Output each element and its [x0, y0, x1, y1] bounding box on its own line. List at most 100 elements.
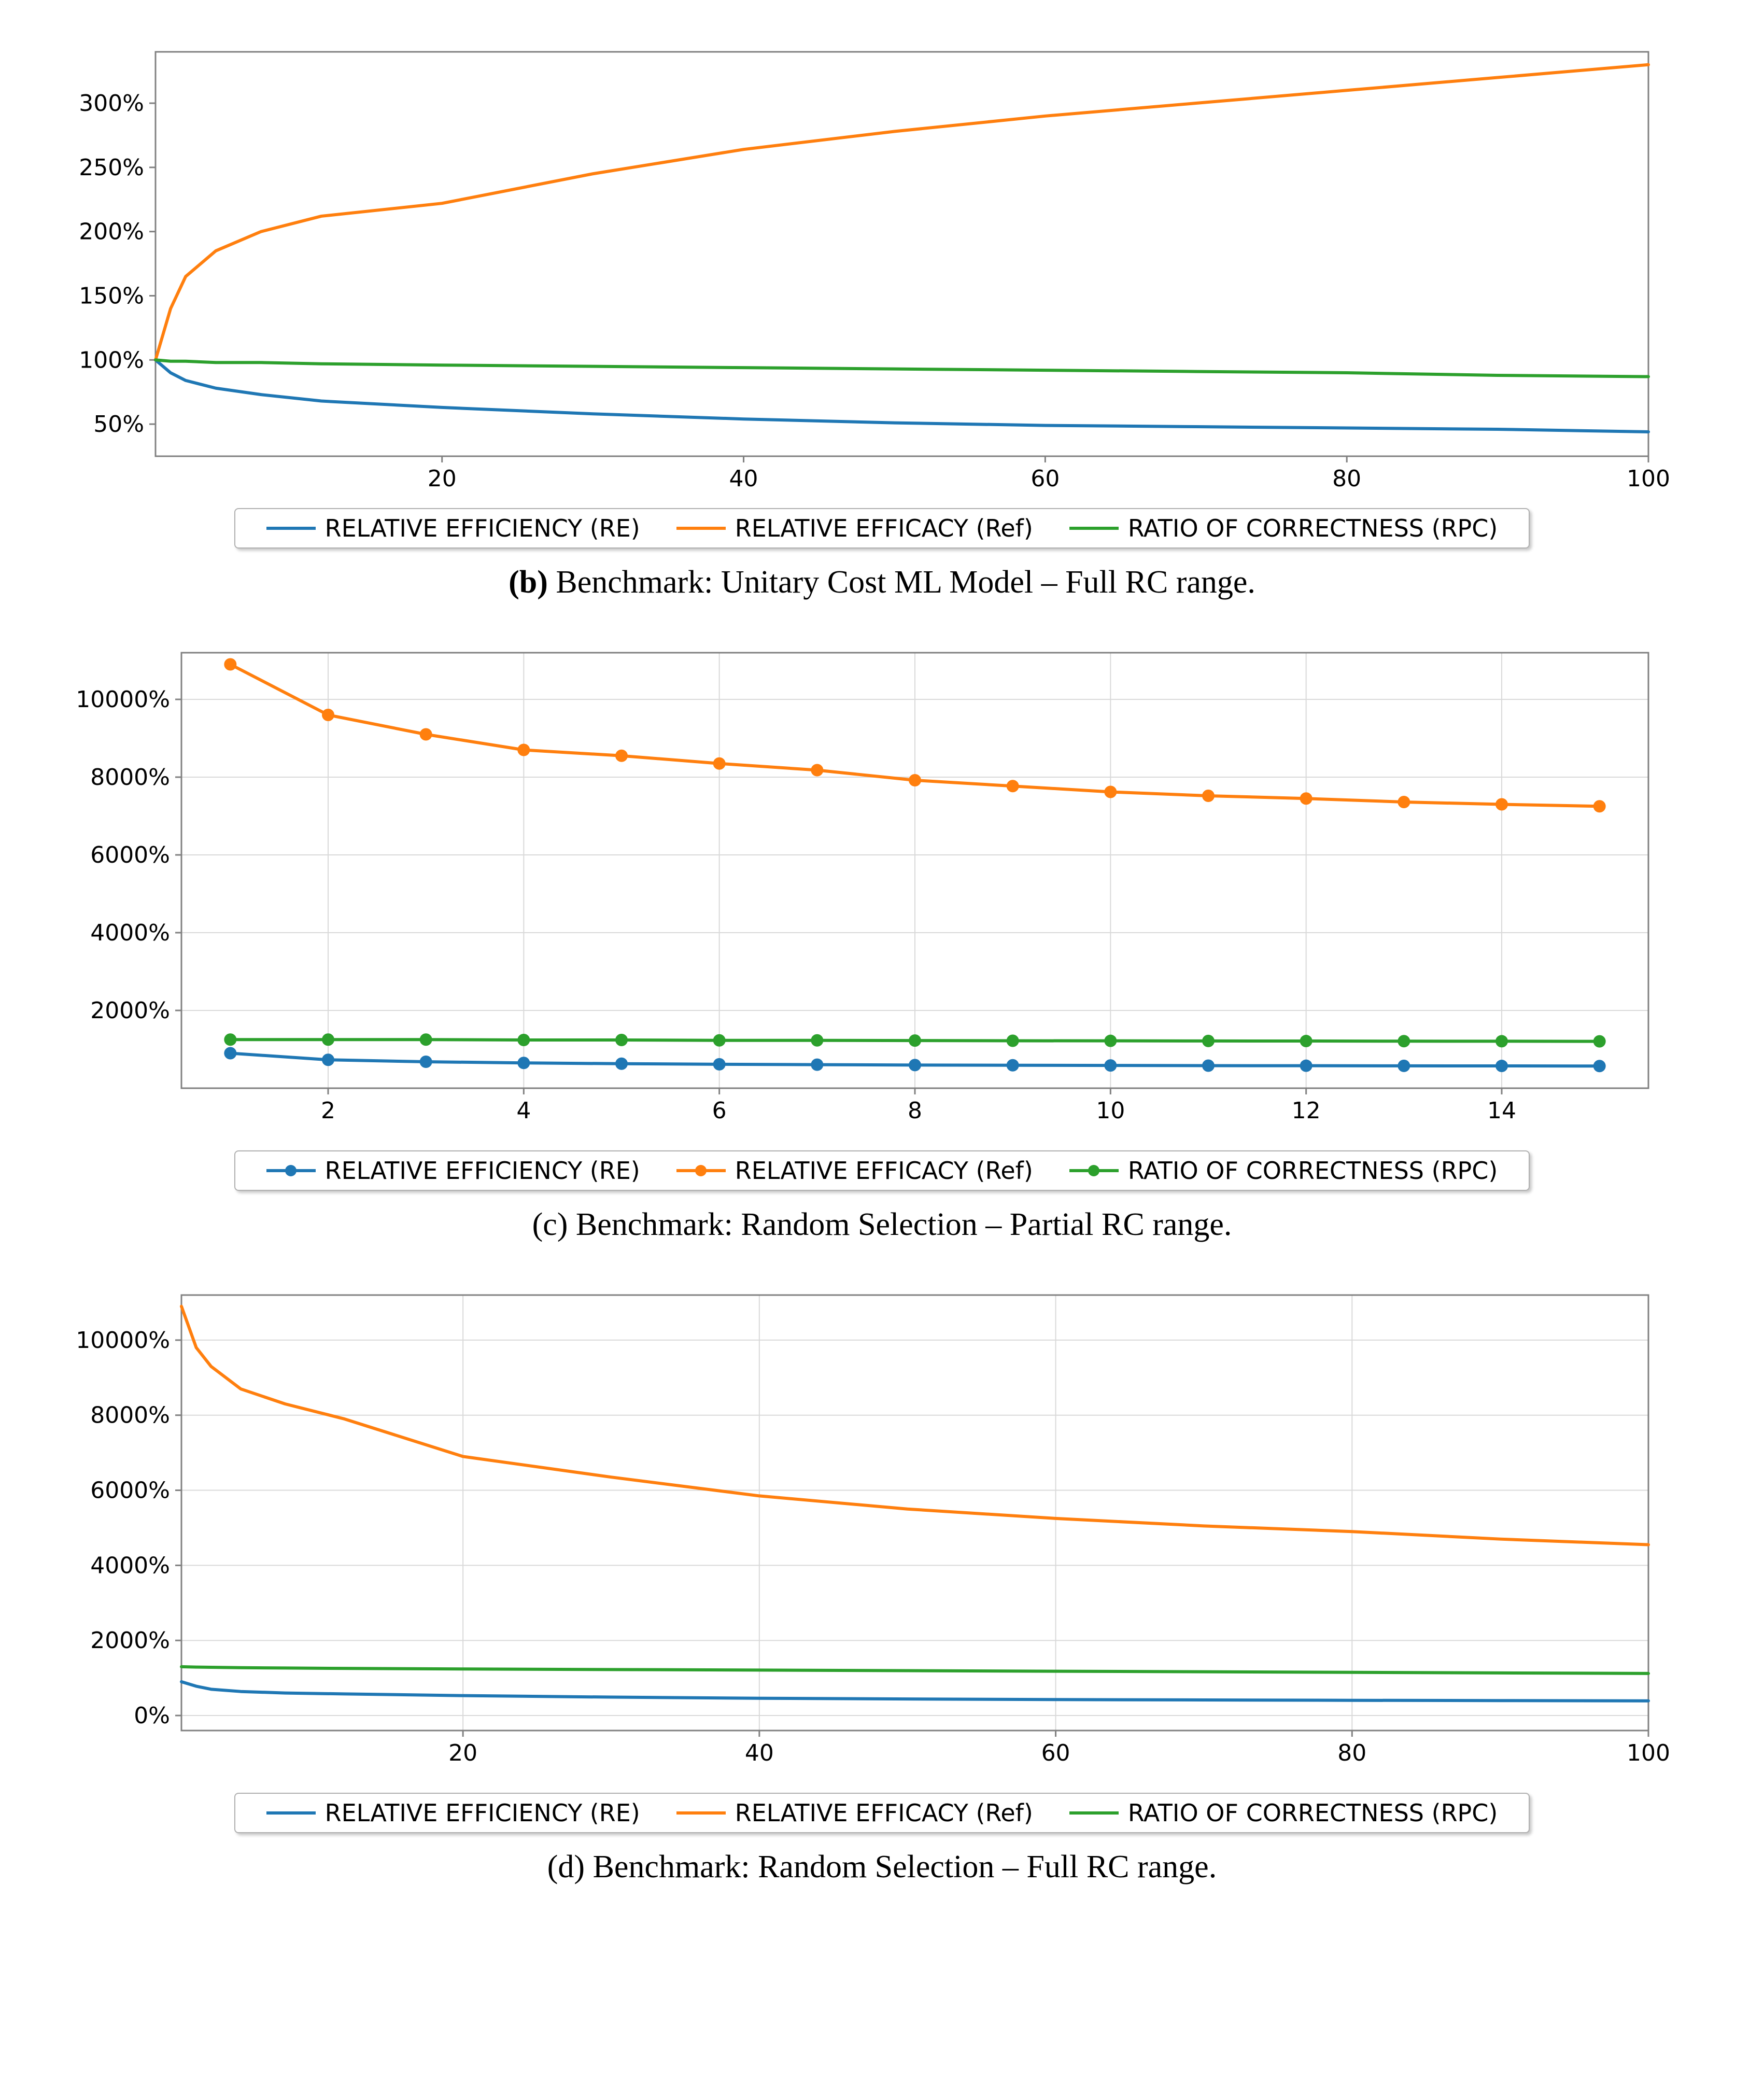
legend-box: RELATIVE EFFICIENCY (RE)RELATIVE EFFICAC… — [234, 1793, 1530, 1833]
svg-text:10000%: 10000% — [76, 686, 170, 713]
svg-text:2: 2 — [321, 1098, 335, 1124]
legend-swatch-rpc — [1069, 1805, 1119, 1821]
page: 2040608010050%100%150%200%250%300% RELAT… — [0, 0, 1764, 1979]
caption-c-letter: (c) — [532, 1207, 568, 1242]
chart-d-block: 204060801000%2000%4000%6000%8000%10000% … — [21, 1274, 1743, 1886]
series-ref — [181, 1306, 1648, 1545]
legend-item-ref: RELATIVE EFFICACY (Ref) — [676, 514, 1033, 542]
svg-text:10: 10 — [1096, 1098, 1125, 1124]
caption-c-text: Benchmark: Random Selection – Partial RC… — [568, 1207, 1232, 1242]
chart-d-caption: (d) Benchmark: Random Selection – Full R… — [21, 1849, 1743, 1886]
legend-swatch-ref — [676, 1805, 726, 1821]
legend-swatch-rpc — [1069, 521, 1119, 536]
marker-rpc — [1300, 1035, 1313, 1047]
marker-re — [1398, 1060, 1410, 1072]
legend-item-rpc: RATIO OF CORRECTNESS (RPC) — [1069, 1799, 1498, 1827]
svg-text:150%: 150% — [79, 283, 144, 309]
svg-text:2000%: 2000% — [90, 1627, 170, 1654]
chart-d-svg-host: 204060801000%2000%4000%6000%8000%10000% — [21, 1274, 1743, 1782]
svg-text:200%: 200% — [79, 219, 144, 245]
legend-label-rpc: RATIO OF CORRECTNESS (RPC) — [1128, 514, 1498, 542]
legend-label-ref: RELATIVE EFFICACY (Ref) — [735, 514, 1033, 542]
marker-ref — [1202, 790, 1215, 802]
marker-rpc — [322, 1033, 334, 1046]
marker-ref — [1007, 780, 1019, 792]
marker-ref — [713, 757, 726, 770]
svg-text:8000%: 8000% — [90, 764, 170, 791]
marker-ref — [615, 750, 628, 762]
svg-text:4000%: 4000% — [90, 1552, 170, 1579]
svg-text:50%: 50% — [93, 411, 144, 438]
svg-text:14: 14 — [1487, 1098, 1516, 1124]
chart-d-legend: RELATIVE EFFICIENCY (RE)RELATIVE EFFICAC… — [21, 1793, 1743, 1833]
legend-swatch-re — [266, 1805, 316, 1821]
chart-c-caption: (c) Benchmark: Random Selection – Partia… — [21, 1206, 1743, 1243]
chart-b-block: 2040608010050%100%150%200%250%300% RELAT… — [21, 31, 1743, 601]
marker-ref — [1495, 798, 1508, 811]
legend-item-ref: RELATIVE EFFICACY (Ref) — [676, 1157, 1033, 1185]
marker-re — [615, 1058, 628, 1070]
svg-text:8000%: 8000% — [90, 1402, 170, 1429]
svg-text:2000%: 2000% — [90, 997, 170, 1024]
marker-re — [420, 1056, 432, 1068]
legend-item-re: RELATIVE EFFICIENCY (RE) — [266, 1157, 640, 1185]
marker-ref — [517, 744, 530, 756]
legend-label-ref: RELATIVE EFFICACY (Ref) — [735, 1799, 1033, 1827]
chart-c-block: 24681012142000%4000%6000%8000%10000% REL… — [21, 632, 1743, 1243]
marker-rpc — [1495, 1035, 1508, 1047]
legend-label-rpc: RATIO OF CORRECTNESS (RPC) — [1128, 1799, 1498, 1827]
marker-ref — [1104, 786, 1117, 798]
marker-re — [1593, 1060, 1606, 1072]
marker-ref — [1300, 792, 1313, 805]
series-re — [156, 360, 1648, 432]
svg-text:80: 80 — [1332, 466, 1361, 492]
marker-re — [811, 1059, 823, 1071]
marker-rpc — [909, 1034, 921, 1047]
chart-b-svg: 2040608010050%100%150%200%250%300% — [21, 31, 1680, 498]
marker-rpc — [713, 1034, 726, 1047]
series-ref — [156, 65, 1648, 360]
svg-text:6000%: 6000% — [90, 1478, 170, 1504]
svg-text:0%: 0% — [134, 1703, 170, 1729]
marker-re — [517, 1057, 530, 1069]
marker-ref — [1593, 800, 1606, 812]
marker-re — [1104, 1059, 1117, 1072]
legend-label-ref: RELATIVE EFFICACY (Ref) — [735, 1157, 1033, 1185]
marker-rpc — [811, 1034, 823, 1047]
marker-re — [1202, 1060, 1215, 1072]
marker-rpc — [615, 1034, 628, 1046]
svg-text:4000%: 4000% — [90, 920, 170, 946]
svg-text:6000%: 6000% — [90, 842, 170, 868]
chart-d-svg: 204060801000%2000%4000%6000%8000%10000% — [21, 1274, 1680, 1782]
marker-rpc — [1007, 1035, 1019, 1047]
legend-swatch-re — [266, 1163, 316, 1178]
caption-b-text: Benchmark: Unitary Cost ML Model – Full … — [548, 565, 1255, 600]
marker-ref — [1398, 796, 1410, 808]
marker-ref — [811, 764, 823, 777]
legend-label-re: RELATIVE EFFICIENCY (RE) — [325, 514, 640, 542]
svg-text:6: 6 — [712, 1098, 727, 1124]
svg-text:12: 12 — [1292, 1098, 1321, 1124]
chart-c-legend: RELATIVE EFFICIENCY (RE) RELATIVE EFFICAC… — [21, 1150, 1743, 1191]
chart-c-svg-host: 24681012142000%4000%6000%8000%10000% — [21, 632, 1743, 1140]
svg-text:20: 20 — [448, 1740, 477, 1766]
marker-rpc — [1593, 1035, 1606, 1048]
legend-label-re: RELATIVE EFFICIENCY (RE) — [325, 1157, 640, 1185]
marker-re — [224, 1047, 236, 1060]
marker-rpc — [224, 1033, 236, 1046]
marker-rpc — [1398, 1035, 1410, 1047]
marker-ref — [224, 658, 236, 671]
svg-text:10000%: 10000% — [76, 1327, 170, 1354]
legend-swatch-ref — [676, 521, 726, 536]
marker-re — [1300, 1060, 1313, 1072]
marker-rpc — [420, 1033, 432, 1046]
svg-text:300%: 300% — [79, 90, 144, 117]
caption-d-letter: (d) — [547, 1849, 585, 1885]
marker-re — [1495, 1060, 1508, 1072]
marker-ref — [909, 774, 921, 786]
legend-swatch-re — [266, 521, 316, 536]
legend-item-rpc: RATIO OF CORRECTNESS (RPC) — [1069, 1157, 1498, 1185]
series-rpc — [181, 1667, 1648, 1674]
svg-text:8: 8 — [908, 1098, 922, 1124]
legend-swatch-ref — [676, 1163, 726, 1178]
